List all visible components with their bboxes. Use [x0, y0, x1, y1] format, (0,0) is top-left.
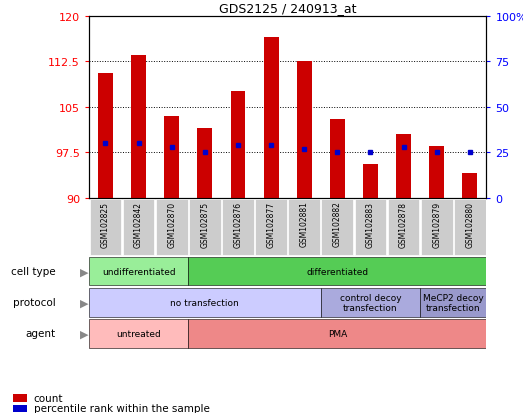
Bar	[231, 92, 245, 198]
Text: percentile rank within the sample: percentile rank within the sample	[33, 404, 210, 413]
Bar	[297, 62, 312, 198]
Text: ▶: ▶	[79, 297, 88, 308]
Text: GSM102883: GSM102883	[366, 201, 375, 247]
Text: GSM102877: GSM102877	[267, 201, 276, 247]
FancyBboxPatch shape	[89, 257, 188, 286]
FancyBboxPatch shape	[321, 288, 420, 317]
Bar	[13, 405, 28, 412]
FancyBboxPatch shape	[189, 199, 221, 255]
Text: GSM102870: GSM102870	[167, 201, 176, 247]
Text: differentiated: differentiated	[306, 267, 368, 276]
Text: no transfection: no transfection	[170, 298, 239, 307]
Text: GSM102875: GSM102875	[200, 201, 209, 247]
Bar	[396, 135, 411, 198]
Text: ▶: ▶	[79, 266, 88, 277]
Bar	[429, 147, 444, 198]
Text: GSM102881: GSM102881	[300, 201, 309, 247]
Text: GSM102842: GSM102842	[134, 201, 143, 247]
Text: GSM102880: GSM102880	[465, 201, 474, 247]
Bar	[98, 74, 113, 198]
Bar	[264, 38, 279, 198]
FancyBboxPatch shape	[255, 199, 287, 255]
Text: GSM102879: GSM102879	[432, 201, 441, 247]
FancyBboxPatch shape	[89, 319, 188, 348]
Text: cell type: cell type	[11, 266, 56, 277]
Text: GSM102876: GSM102876	[233, 201, 243, 247]
Text: protocol: protocol	[13, 297, 56, 308]
FancyBboxPatch shape	[89, 199, 121, 255]
Text: count: count	[33, 393, 63, 403]
Bar	[462, 174, 477, 198]
FancyBboxPatch shape	[123, 199, 154, 255]
FancyBboxPatch shape	[421, 199, 452, 255]
Text: ▶: ▶	[79, 328, 88, 339]
FancyBboxPatch shape	[420, 288, 486, 317]
Text: agent: agent	[26, 328, 56, 339]
FancyBboxPatch shape	[222, 199, 254, 255]
Text: untreated: untreated	[116, 329, 161, 338]
Bar	[197, 128, 212, 198]
FancyBboxPatch shape	[156, 199, 188, 255]
Text: GSM102882: GSM102882	[333, 201, 342, 247]
FancyBboxPatch shape	[388, 199, 419, 255]
FancyBboxPatch shape	[188, 257, 486, 286]
Text: GSM102825: GSM102825	[101, 201, 110, 247]
Bar	[363, 165, 378, 198]
FancyBboxPatch shape	[355, 199, 386, 255]
FancyBboxPatch shape	[188, 319, 486, 348]
FancyBboxPatch shape	[288, 199, 320, 255]
FancyBboxPatch shape	[322, 199, 353, 255]
Text: control decoy
transfection: control decoy transfection	[339, 293, 401, 312]
FancyBboxPatch shape	[89, 288, 321, 317]
Title: GDS2125 / 240913_at: GDS2125 / 240913_at	[219, 2, 356, 15]
Bar	[13, 394, 28, 401]
Text: PMA: PMA	[328, 329, 347, 338]
Bar	[164, 116, 179, 198]
Bar	[131, 56, 146, 198]
Text: GSM102878: GSM102878	[399, 201, 408, 247]
FancyBboxPatch shape	[454, 199, 486, 255]
Bar	[330, 119, 345, 198]
Text: undifferentiated: undifferentiated	[102, 267, 175, 276]
Text: MeCP2 decoy
transfection: MeCP2 decoy transfection	[423, 293, 484, 312]
